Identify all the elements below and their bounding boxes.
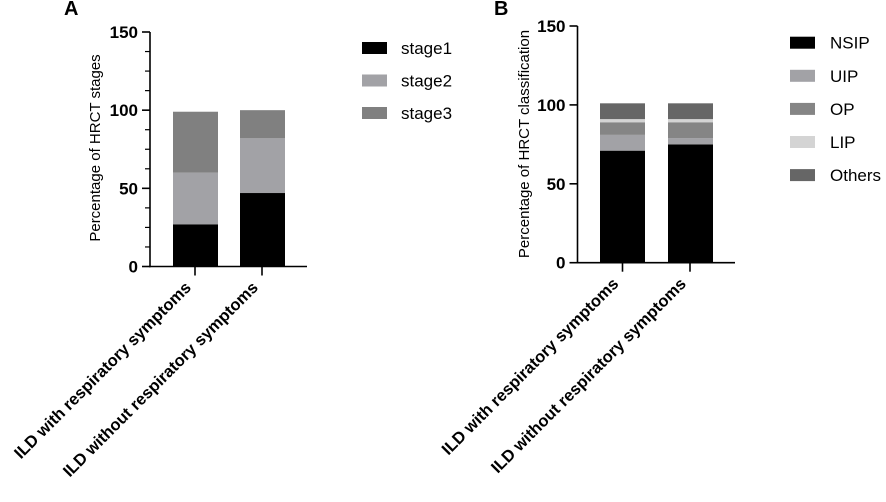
legend-label: Others <box>830 166 881 185</box>
panel-a-x-axis <box>149 265 307 276</box>
y-tick-label: 100 <box>110 101 138 120</box>
panel-b-x-axis <box>576 261 735 272</box>
panel-a-y-axis: 0 50 100 150 <box>110 23 151 277</box>
bar-segment-stage1 <box>173 224 218 267</box>
legend-label: stage2 <box>401 72 452 91</box>
legend-label: UIP <box>830 67 858 86</box>
legend-swatch-stage1 <box>362 42 387 54</box>
bar-segment-stage3 <box>240 110 285 139</box>
legend-label: NSIP <box>830 34 870 53</box>
bar-segment-others <box>600 103 645 120</box>
panel-b-y-axis-title: Percentage of HRCT classification <box>516 30 533 258</box>
bar-segment-nsip <box>668 144 713 263</box>
bar-segment-stage3 <box>173 111 218 173</box>
panel-a-chart: A Percentage of HRCT stages 0 50 100 150 IL… <box>11 0 452 481</box>
legend-label: LIP <box>830 133 856 152</box>
panel-a-letter: A <box>64 0 78 20</box>
panel-b-y-axis: 0 50 100 150 <box>537 17 579 273</box>
legend-swatch-stage3 <box>362 107 387 119</box>
legend-label: OP <box>830 100 855 119</box>
y-tick-label: 150 <box>110 23 138 42</box>
y-tick-label: 50 <box>119 179 138 198</box>
legend-label: stage3 <box>401 104 452 123</box>
panel-b-legend: NSIP UIP OP LIP Others <box>790 34 881 185</box>
legend-swatch-nsip <box>790 36 815 49</box>
bar-segment-lip <box>600 119 645 123</box>
bar-segment-op <box>600 122 645 135</box>
bar-segment-stage2 <box>173 172 218 225</box>
legend-swatch-stage2 <box>362 74 387 87</box>
bar-segment-nsip <box>600 150 645 263</box>
y-tick-label: 150 <box>537 17 565 36</box>
legend-swatch-uip <box>790 69 815 82</box>
panel-b-bars <box>600 103 713 263</box>
bar-segment-others <box>668 103 713 120</box>
panel-a-y-axis-title: Percentage of HRCT stages <box>87 54 104 241</box>
bar-segment-stage2 <box>240 138 285 194</box>
bar-segment-op <box>668 122 713 139</box>
legend-swatch-op <box>790 102 815 115</box>
legend-swatch-others <box>790 169 815 182</box>
bar-segment-uip <box>600 134 645 151</box>
panel-a-bars <box>173 110 285 267</box>
y-tick-label: 50 <box>547 175 566 194</box>
legend-label: stage1 <box>401 39 452 58</box>
y-tick-label: 0 <box>129 258 138 277</box>
legend-swatch-lip <box>790 136 815 148</box>
y-tick-label: 0 <box>556 254 565 273</box>
bar-segment-lip <box>668 119 713 123</box>
bar-segment-uip <box>668 138 713 145</box>
panel-a-legend: stage1 stage2 stage3 <box>362 39 452 123</box>
panel-b-letter: B <box>494 0 508 20</box>
bar-segment-stage1 <box>240 193 285 267</box>
panel-b-chart: B Percentage of HRCT classification 0 50 1… <box>438 0 881 477</box>
y-tick-label: 100 <box>537 96 565 115</box>
